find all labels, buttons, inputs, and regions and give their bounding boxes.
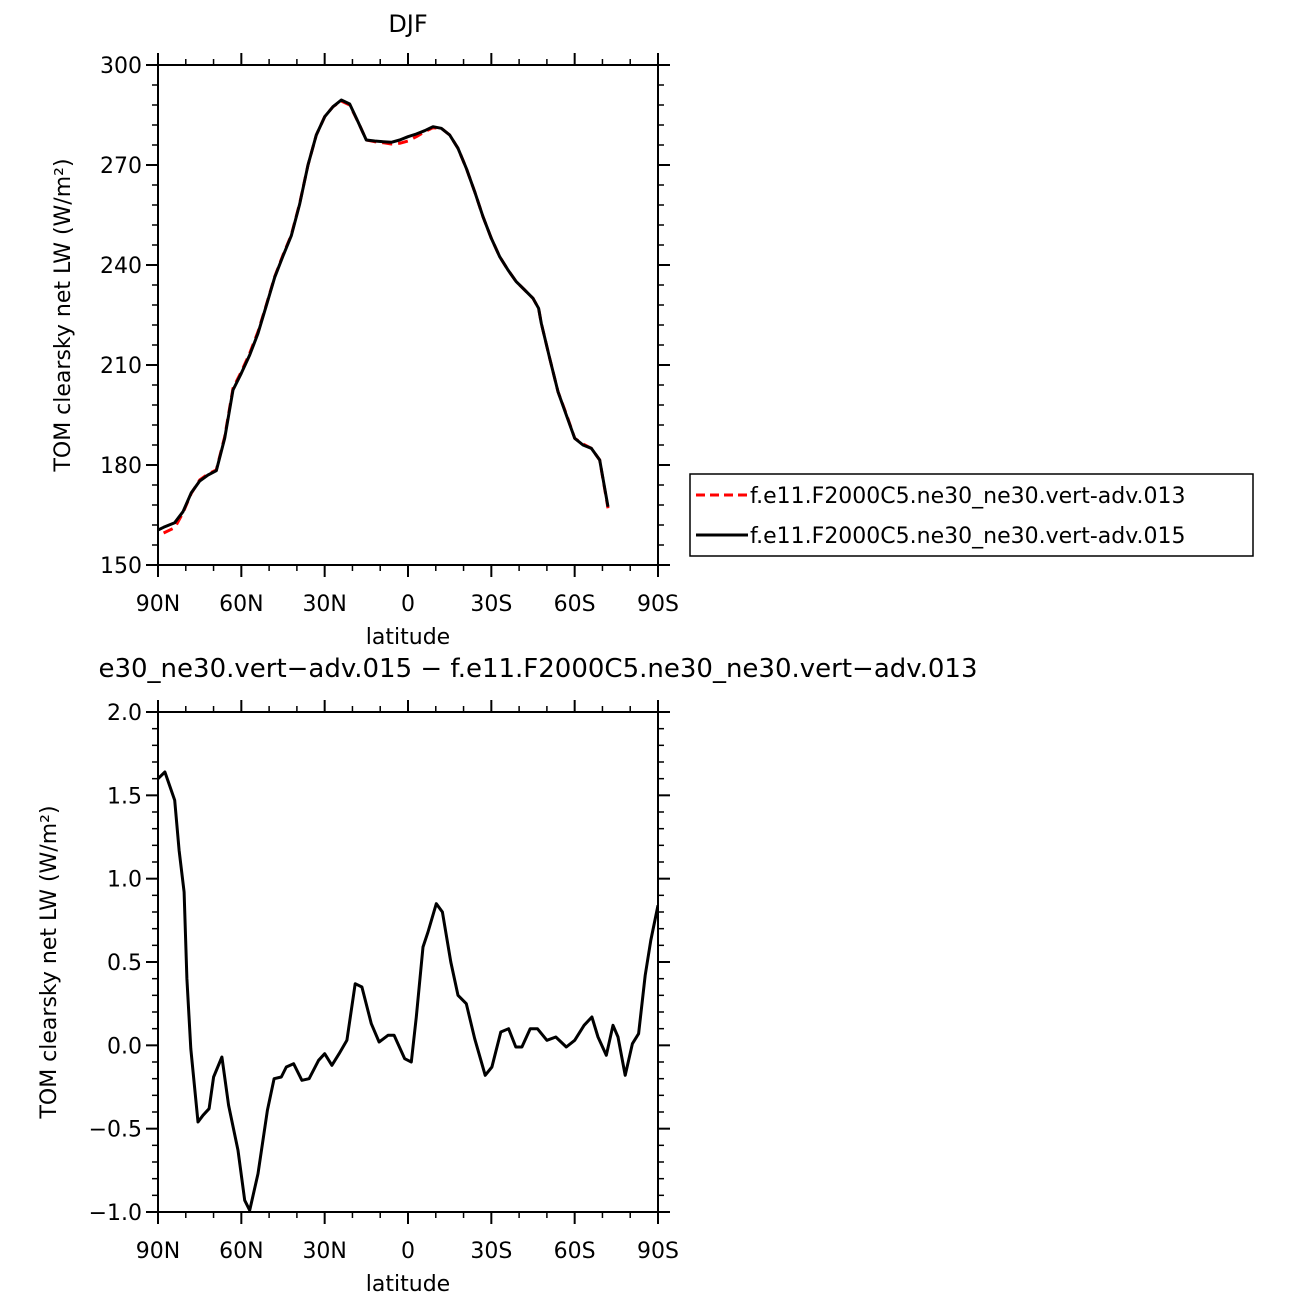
top-series-line-0 xyxy=(162,99,610,535)
bottom-panel: e30_ne30.vert−adv.015 − f.e11.F2000C5.ne… xyxy=(37,654,978,1297)
bottom-y-tick-label: 0.5 xyxy=(107,951,142,976)
top-y-tick-label: 300 xyxy=(100,54,142,79)
top-gridless-plot-area: 90N 60N 30N 0 30S 60S 90S 150 180 210 240 270 300 xyxy=(100,53,679,617)
legend-box xyxy=(689,473,1254,557)
bottom-y-tick-label: −0.5 xyxy=(89,1118,142,1143)
top-x-tick-label: 30N xyxy=(302,592,346,617)
top-plot-frame xyxy=(157,64,659,566)
bottom-series-line-0 xyxy=(158,770,658,1212)
bottom-x-tick-label: 90S xyxy=(637,1239,679,1264)
bottom-plot-area: 90N 60N 30N 0 30S 60S 90S −1.0 −0.5 0.0 0.5 1.0 1.5 2… xyxy=(89,700,679,1264)
bottom-x-axis-label: latitude xyxy=(366,1272,450,1297)
bottom-plot-frame xyxy=(157,711,659,1213)
top-x-tick-label: 60N xyxy=(219,592,263,617)
top-y-tick-label: 210 xyxy=(100,354,142,379)
bottom-y-tick-label: 1.5 xyxy=(107,784,142,809)
bottom-title: e30_ne30.vert−adv.015 − f.e11.F2000C5.ne… xyxy=(98,654,977,684)
bottom-y-tick-label: 0.0 xyxy=(107,1034,142,1059)
bottom-x-tick-label: 30N xyxy=(302,1239,346,1264)
top-x-tick-label: 90S xyxy=(637,592,679,617)
bottom-x-tick-label: 0 xyxy=(401,1239,415,1264)
top-series-line-1 xyxy=(158,98,610,532)
top-panel: DJF 90N 60N 30N 0 30S 60S 90S 150 180 210 240 270 30… xyxy=(51,10,679,650)
top-y-tick-label: 270 xyxy=(100,154,142,179)
top-x-axis-label: latitude xyxy=(366,625,450,650)
legend-label-013: f.e11.F2000C5.ne30_ne30.vert-adv.013 xyxy=(750,484,1186,509)
top-x-tick-label: 0 xyxy=(401,592,415,617)
bottom-y-tick-label: −1.0 xyxy=(89,1201,142,1226)
top-x-tick-label: 30S xyxy=(470,592,512,617)
top-y-tick-label: 150 xyxy=(100,554,142,579)
top-x-tick-label: 60S xyxy=(554,592,596,617)
top-y-axis-label: TOM clearsky net LW (W/m²) xyxy=(51,158,76,472)
top-x-tick-label: 90N xyxy=(136,592,180,617)
top-y-tick-label: 240 xyxy=(100,254,142,279)
bottom-x-tick-label: 30S xyxy=(470,1239,512,1264)
bottom-y-tick-label: 1.0 xyxy=(107,868,142,893)
bottom-x-tick-label: 60S xyxy=(554,1239,596,1264)
top-title: DJF xyxy=(388,10,427,38)
legend: f.e11.F2000C5.ne30_ne30.vert-adv.013 f.e… xyxy=(689,473,1254,557)
legend-label-015: f.e11.F2000C5.ne30_ne30.vert-adv.015 xyxy=(750,524,1186,549)
bottom-y-tick-label: 2.0 xyxy=(107,701,142,726)
bottom-x-tick-label: 60N xyxy=(219,1239,263,1264)
bottom-x-tick-label: 90N xyxy=(136,1239,180,1264)
bottom-y-axis-label: TOM clearsky net LW (W/m²) xyxy=(37,805,62,1119)
top-y-tick-label: 180 xyxy=(100,454,142,479)
